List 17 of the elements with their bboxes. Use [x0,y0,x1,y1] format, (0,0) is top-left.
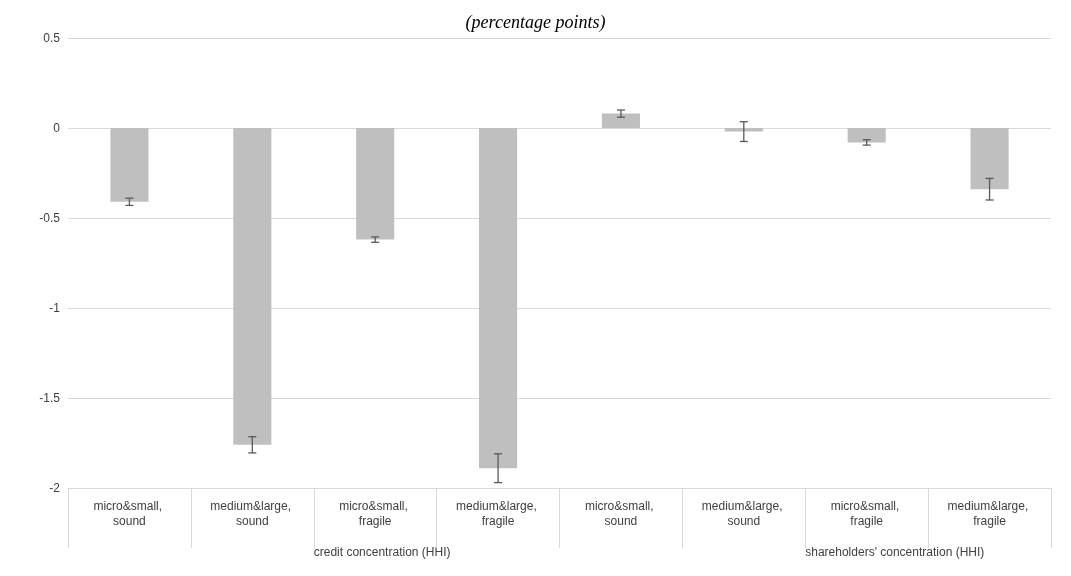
x-tick-label: micro&small, fragile [339,498,412,528]
chart-title: (percentage points) [465,12,606,33]
x-tick-label: medium&large, sound [210,498,295,528]
y-tick-label: 0 [53,121,61,135]
x-tick-label: micro&small, fragile [830,498,903,528]
x-tick-label: medium&large, fragile [947,498,1032,528]
text: shareholders' concentration (HHI) [805,545,985,559]
x-tick-label: medium&large, sound [701,498,786,528]
x-tick-label: medium&large, fragile [456,498,541,528]
y-tick-label: -2 [49,481,61,495]
y-tick-label: -1 [49,301,61,315]
x-tick-label: micro&small, sound [93,498,166,528]
y-tick-label: -1.5 [39,391,61,405]
y-tick-label: 0.5 [43,31,61,45]
x-tick-label: micro&small, sound [584,498,657,528]
text: credit concentration (HHI) [313,545,451,559]
y-tick-label: -0.5 [39,211,61,225]
